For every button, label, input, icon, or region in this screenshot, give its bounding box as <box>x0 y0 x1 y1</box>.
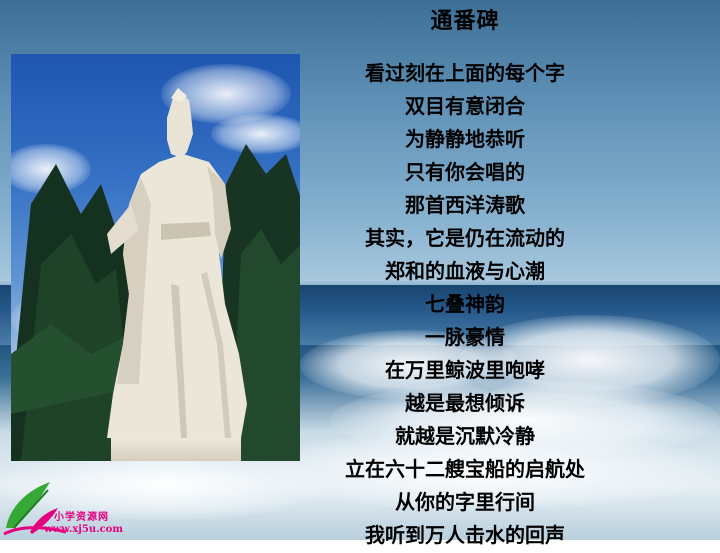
poem-line: 一脉豪情 <box>425 325 505 349</box>
poem-line: 就越是沉默冷静 <box>395 424 535 448</box>
slide-background <box>0 0 720 540</box>
poem-title: 通番碑 <box>430 9 500 34</box>
cloud <box>211 114 300 154</box>
poem-line: 其实，它是仍在流动的 <box>365 226 565 250</box>
site-logo <box>0 476 150 540</box>
poem-line: 双目有意闭合 <box>405 94 525 118</box>
poem-line: 从你的字里行间 <box>395 490 535 514</box>
wave-foam <box>250 430 720 510</box>
poem-line: 我听到万人击水的回声 <box>365 523 565 547</box>
zheng-he-statue-photo <box>11 54 300 461</box>
poem-line: 郑和的血液与心潮 <box>385 259 545 283</box>
poem-line: 在万里鲸波里咆哮 <box>385 358 545 382</box>
wave-foam <box>0 450 330 520</box>
poem-line: 看过刻在上面的每个字 <box>365 61 565 85</box>
poem-line: 七叠神韵 <box>425 292 505 316</box>
poem-line: 越是最想倾诉 <box>405 391 525 415</box>
poem-line: 立在六十二艘宝船的启航处 <box>345 457 585 481</box>
poem-line: 为静静地恭听 <box>405 127 525 151</box>
poem-line: 只有你会唱的 <box>405 160 525 184</box>
statue-pedestal <box>111 438 241 461</box>
leaf-logo-icon <box>3 482 67 536</box>
poem-lines: 看过刻在上面的每个字 双目有意闭合 为静静地恭听 只有你会唱的 那首西洋涛歌 其… <box>302 58 628 553</box>
poem-line: 那首西洋涛歌 <box>405 193 525 217</box>
logo-site-name: 小学资源网 <box>54 512 109 523</box>
statue-figure <box>107 88 247 438</box>
logo-site-url: www.xj5u.com <box>44 524 123 535</box>
